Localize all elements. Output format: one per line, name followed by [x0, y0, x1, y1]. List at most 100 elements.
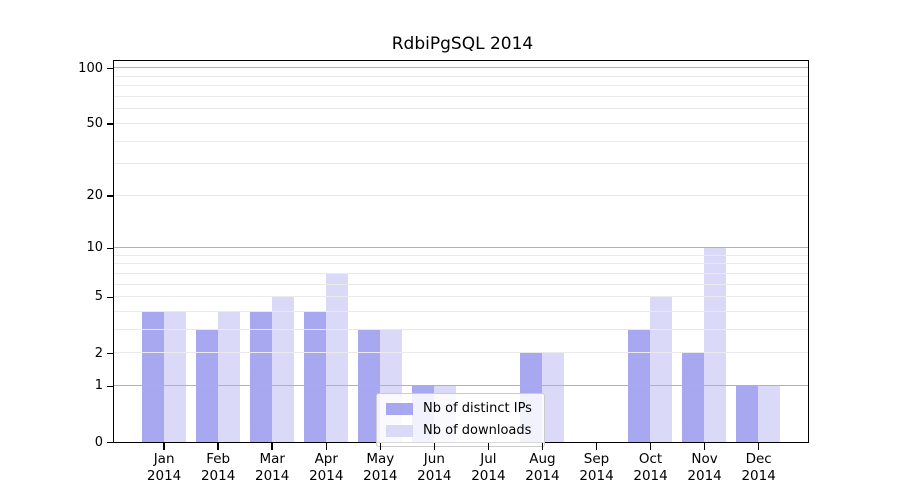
- x-axis-tick: [325, 443, 327, 451]
- x-axis-tick: [703, 443, 706, 451]
- month-label: Jul: [480, 451, 497, 468]
- x-tick-label: Jun 2014: [402, 451, 466, 485]
- x-axis-tick: [649, 443, 652, 451]
- y-axis-tick: [107, 195, 113, 197]
- major-gridline: [114, 385, 808, 387]
- bar-downloads: [704, 247, 726, 442]
- legend-swatch-downloads: [386, 424, 413, 437]
- minor-gridline: [114, 163, 808, 165]
- year-label: 2014: [363, 468, 398, 485]
- year-label: 2014: [687, 468, 722, 485]
- year-label: 2014: [309, 468, 344, 485]
- y-axis-tick: [107, 385, 113, 388]
- minor-gridline: [114, 140, 808, 142]
- month-label: Mar: [259, 451, 285, 468]
- year-label: 2014: [417, 468, 452, 485]
- year-label: 2014: [146, 468, 182, 485]
- legend-row-distinct-ips: Nb of distinct IPs: [386, 399, 532, 418]
- minor-gridline: [114, 122, 808, 124]
- minor-gridline: [114, 283, 808, 285]
- x-tick-label: Nov 2014: [673, 451, 737, 485]
- bar-downloads: [649, 296, 672, 442]
- x-axis-tick: [487, 443, 490, 451]
- bar-downloads: [325, 273, 348, 442]
- month-label: Apr: [314, 451, 338, 468]
- minor-gridline: [114, 272, 808, 274]
- x-axis-tick: [217, 443, 219, 451]
- month-label: Nov: [691, 451, 718, 468]
- bar-distinct-ips: [682, 352, 704, 442]
- y-tick-label: 20: [86, 187, 103, 203]
- minor-gridline: [114, 108, 808, 110]
- x-axis-tick: [163, 443, 165, 451]
- y-tick-label: 1: [94, 378, 103, 394]
- legend-swatch-distinct-ips: [386, 402, 413, 415]
- x-tick-label: Dec 2014: [727, 451, 791, 485]
- x-tick-label: Apr 2014: [294, 451, 358, 485]
- month-label: Dec: [745, 451, 772, 468]
- x-axis-tick: [595, 443, 598, 451]
- x-axis-tick: [271, 443, 273, 451]
- minor-gridline: [114, 329, 808, 331]
- month-label: Jan: [153, 451, 175, 468]
- legend-label-downloads: Nb of downloads: [423, 423, 532, 438]
- major-gridline: [114, 247, 808, 249]
- bar-distinct-ips: [736, 385, 759, 442]
- month-label: Aug: [529, 451, 556, 468]
- legend: Nb of distinct IPs Nb of downloads: [376, 393, 545, 447]
- x-tick-label: Mar 2014: [240, 451, 304, 485]
- x-tick-label: Aug 2014: [510, 451, 574, 485]
- month-label: Sep: [583, 451, 610, 468]
- year-label: 2014: [255, 468, 290, 485]
- year-label: 2014: [579, 468, 614, 485]
- plot-area: Nb of distinct IPs Nb of downloads: [113, 60, 809, 447]
- x-tick-label: Oct 2014: [619, 451, 683, 485]
- month-label: Oct: [638, 451, 663, 468]
- year-label: 2014: [200, 468, 236, 485]
- major-gridline: [114, 67, 808, 69]
- year-label: 2014: [633, 468, 668, 485]
- x-tick-label: Jan 2014: [132, 451, 196, 485]
- minor-gridline: [114, 352, 808, 354]
- legend-row-downloads: Nb of downloads: [386, 421, 532, 440]
- minor-gridline: [114, 96, 808, 98]
- minor-gridline: [114, 296, 808, 298]
- minor-gridline: [114, 263, 808, 265]
- bar-distinct-ips: [303, 311, 326, 442]
- x-axis-tick: [433, 443, 436, 451]
- y-axis-tick: [107, 67, 113, 70]
- minor-gridline: [114, 85, 808, 87]
- y-axis-tick: [107, 352, 113, 355]
- bar-downloads: [758, 385, 781, 442]
- y-tick-label: 10: [86, 240, 103, 256]
- y-tick-label: 100: [78, 60, 103, 76]
- y-tick-label: 50: [86, 115, 103, 131]
- y-axis-tick: [107, 247, 113, 250]
- bar-downloads: [217, 311, 240, 442]
- year-label: 2014: [525, 468, 560, 485]
- x-tick-label: Jul 2014: [456, 451, 520, 485]
- x-tick-label: Sep 2014: [565, 451, 629, 485]
- chart-title: RdbiPgSQL 2014: [391, 34, 534, 54]
- y-tick-label: 0: [94, 434, 103, 450]
- month-label: Jun: [423, 451, 445, 468]
- bar-downloads: [271, 296, 294, 442]
- x-tick-label: Feb 2014: [186, 451, 250, 485]
- x-axis-tick: [757, 443, 760, 451]
- month-label: May: [366, 451, 395, 468]
- x-tick-label: May 2014: [348, 451, 412, 485]
- legend-label-distinct-ips: Nb of distinct IPs: [423, 401, 532, 416]
- year-label: 2014: [471, 468, 506, 485]
- y-tick-label: 5: [94, 289, 103, 305]
- bar-downloads: [163, 311, 186, 442]
- bar-distinct-ips: [141, 311, 164, 442]
- minor-gridline: [114, 194, 808, 196]
- y-tick-label: 2: [94, 345, 103, 361]
- bar-distinct-ips: [249, 311, 272, 442]
- y-axis-tick: [107, 296, 113, 299]
- minor-gridline: [114, 254, 808, 256]
- bar-downloads: [541, 352, 564, 442]
- minor-gridline: [114, 311, 808, 313]
- y-axis-tick: [107, 123, 113, 125]
